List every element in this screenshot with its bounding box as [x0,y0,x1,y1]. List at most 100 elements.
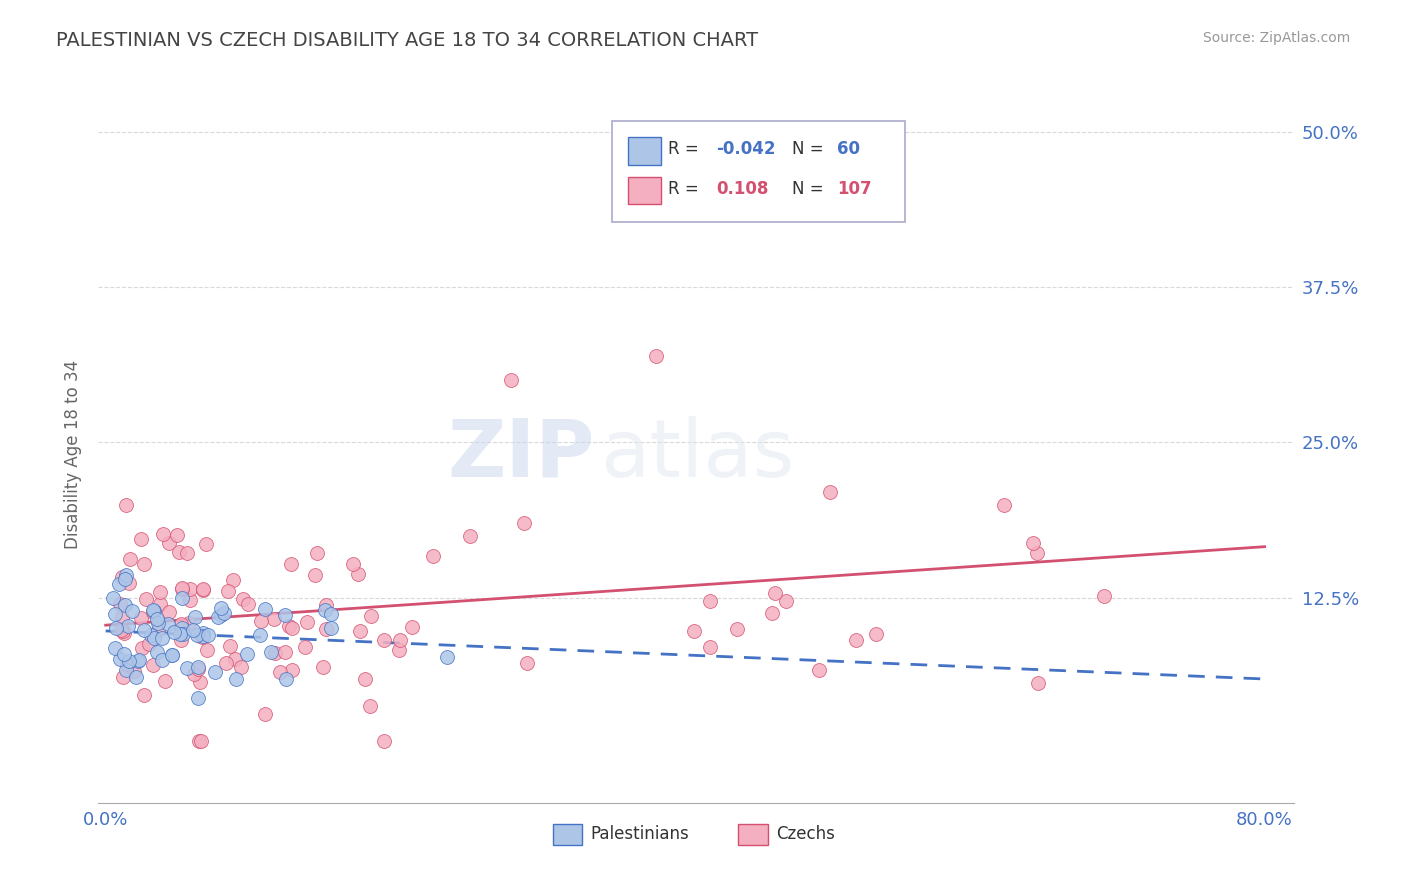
Point [224,652,246,666]
Point [132,557,155,571]
FancyBboxPatch shape [553,823,582,845]
Point [150,631,173,645]
Point [142,657,165,672]
Point [304,567,326,582]
Point [146,644,169,658]
Point [125,669,148,683]
Point [105,621,128,635]
Text: -0.042: -0.042 [716,140,776,159]
Point [157,605,180,619]
Text: Source: ZipAtlas.com: Source: ZipAtlas.com [1202,31,1350,45]
Point [179,582,201,596]
Point [114,498,136,512]
Point [110,652,132,666]
Point [187,662,209,676]
Point [315,622,337,636]
Text: N =: N = [792,180,823,198]
Point [229,660,252,674]
Point [186,628,208,642]
Point [167,545,190,559]
Point [129,611,152,625]
Point [209,601,232,615]
Point [184,610,207,624]
Point [121,604,143,618]
Point [458,529,481,543]
FancyBboxPatch shape [738,823,768,845]
Point [142,602,165,616]
Text: Czechs: Czechs [776,825,835,843]
FancyBboxPatch shape [628,177,661,204]
Text: R =: R = [668,180,699,198]
Point [191,582,214,597]
Point [111,610,134,624]
Point [342,558,364,572]
Point [194,536,217,550]
Point [263,612,285,626]
Point [294,640,316,654]
Point [179,592,201,607]
Point [139,628,162,642]
Point [115,657,138,672]
Point [280,663,302,677]
Point [1092,590,1115,604]
Point [249,628,271,642]
Point [1022,536,1045,550]
Point [172,581,194,595]
Point [104,607,127,621]
Point [254,602,277,616]
Text: 0.108: 0.108 [716,180,769,198]
Point [114,572,136,586]
Point [146,624,169,638]
Point [422,549,444,563]
Point [717,199,740,213]
Point [512,516,534,531]
Point [152,527,174,541]
Point [273,645,295,659]
Point [160,648,183,663]
Point [683,624,706,638]
Point [131,641,153,656]
Text: R =: R = [668,140,699,159]
Point [122,664,145,678]
Point [349,624,371,639]
Point [225,672,247,686]
Point [501,373,523,387]
Point [108,577,131,591]
Point [170,582,193,596]
Point [277,619,299,633]
Point [143,631,166,645]
Point [314,603,336,617]
Point [315,598,337,612]
Text: 107: 107 [837,180,872,198]
Point [273,607,295,622]
Point [359,698,381,713]
Point [195,642,218,657]
Point [388,642,411,657]
Text: Palestinians: Palestinians [591,825,689,843]
Point [389,632,412,647]
Point [218,639,240,653]
Point [143,604,166,618]
Point [808,663,831,677]
Point [153,673,176,688]
Point [312,660,335,674]
Text: 60: 60 [837,140,860,159]
Point [725,622,748,636]
Point [775,594,797,608]
Point [111,570,134,584]
Point [160,648,183,662]
Point [118,551,141,566]
Point [699,640,721,654]
Point [190,630,212,644]
Point [516,656,538,670]
Point [236,647,259,661]
Point [209,607,232,622]
Point [103,640,125,655]
Point [993,498,1015,512]
Point [353,672,375,686]
Point [250,614,273,628]
Point [169,616,191,631]
Y-axis label: Disability Age 18 to 34: Disability Age 18 to 34 [63,360,82,549]
Point [214,656,236,670]
Point [129,532,152,546]
